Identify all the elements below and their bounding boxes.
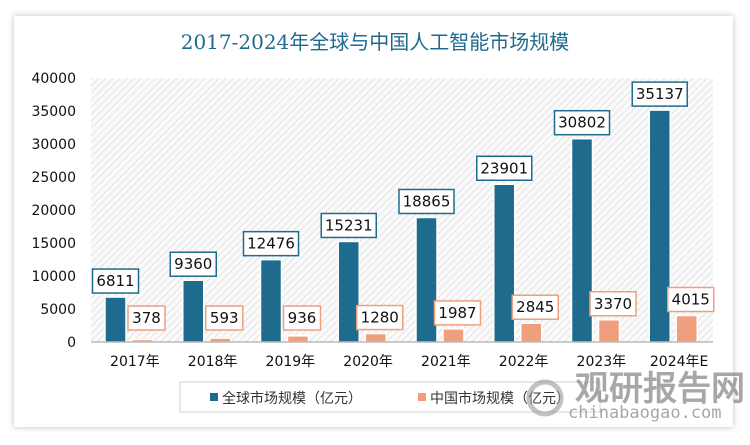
data-label-box <box>398 188 455 215</box>
bar-china <box>675 314 698 343</box>
y-tick-label: 0 <box>67 335 76 351</box>
data-label-box <box>91 268 140 294</box>
bar-china <box>286 335 310 343</box>
data-label: 593 <box>210 309 239 327</box>
legend-swatch-china <box>418 393 426 401</box>
bar-global <box>104 296 127 343</box>
data-label-box <box>169 251 217 277</box>
x-tick-label: 2020年 <box>343 354 393 370</box>
y-tick-label: 10000 <box>31 269 76 285</box>
y-tick-label: 5000 <box>40 302 76 318</box>
legend-swatch-global <box>210 393 218 401</box>
data-label-box <box>631 81 688 107</box>
data-label: 9360 <box>174 255 212 273</box>
data-label-box <box>476 155 533 182</box>
data-label: 12476 <box>247 235 295 253</box>
data-label: 35137 <box>636 85 684 103</box>
x-tick-label: 2017年 <box>110 354 160 370</box>
data-label-box <box>589 291 637 317</box>
bar-china <box>597 319 621 343</box>
y-tick-label: 20000 <box>31 203 76 219</box>
watermark-text: 观研报告网 <box>575 369 745 409</box>
data-label-box <box>205 305 244 331</box>
data-label-box <box>356 304 404 331</box>
data-label-box <box>242 230 300 257</box>
x-tick-label: 2022年 <box>499 354 549 370</box>
x-tick-label: 2021年 <box>421 354 471 370</box>
data-label: 30802 <box>558 114 606 132</box>
data-label: 15231 <box>325 216 373 234</box>
bar-china <box>209 337 232 343</box>
bar-global <box>259 258 283 343</box>
x-tick-label: 2024年E <box>650 354 708 370</box>
y-tick-label: 30000 <box>31 137 76 153</box>
legend-label-china: 中国市场规模（亿元） <box>430 390 570 407</box>
data-label: 936 <box>288 309 317 327</box>
data-label-box <box>320 212 377 239</box>
bar-china <box>442 328 465 343</box>
data-label: 1280 <box>361 309 399 327</box>
y-tick-label: 35000 <box>31 104 76 120</box>
bar-china <box>520 322 543 343</box>
chart-title: 2017-2024年全球与中国人工智能市场规模 <box>181 30 570 54</box>
x-tick-label: 2019年 <box>266 354 316 370</box>
y-tick-label: 25000 <box>31 170 76 186</box>
y-tick-label: 40000 <box>31 71 76 87</box>
bar-china <box>364 332 387 343</box>
data-label: 3370 <box>594 295 632 313</box>
data-label-box <box>511 294 559 320</box>
data-label: 2845 <box>516 298 554 316</box>
watermark-logo: 观研报告网 chinabaogao.com <box>526 369 745 423</box>
x-tick-label: 2018年 <box>188 354 238 370</box>
data-label: 18865 <box>403 192 451 210</box>
y-tick-label: 15000 <box>31 236 76 252</box>
data-label: 4015 <box>672 291 710 309</box>
data-label-box <box>282 305 322 331</box>
data-label: 378 <box>132 309 161 327</box>
data-label: 1987 <box>438 304 476 322</box>
data-label: 6811 <box>96 272 134 290</box>
data-label-box <box>127 305 166 331</box>
data-label-box <box>667 286 715 313</box>
legend-label-global: 全球市场规模（亿元） <box>222 390 362 407</box>
bar-global <box>182 279 205 343</box>
data-label-box <box>553 109 611 136</box>
data-label: 23901 <box>480 159 528 177</box>
watermark-url: chinabaogao.com <box>568 403 722 423</box>
watermark-logo-icon <box>526 379 564 417</box>
x-tick-label: 2023年 <box>577 354 627 370</box>
data-label-box <box>433 300 482 326</box>
